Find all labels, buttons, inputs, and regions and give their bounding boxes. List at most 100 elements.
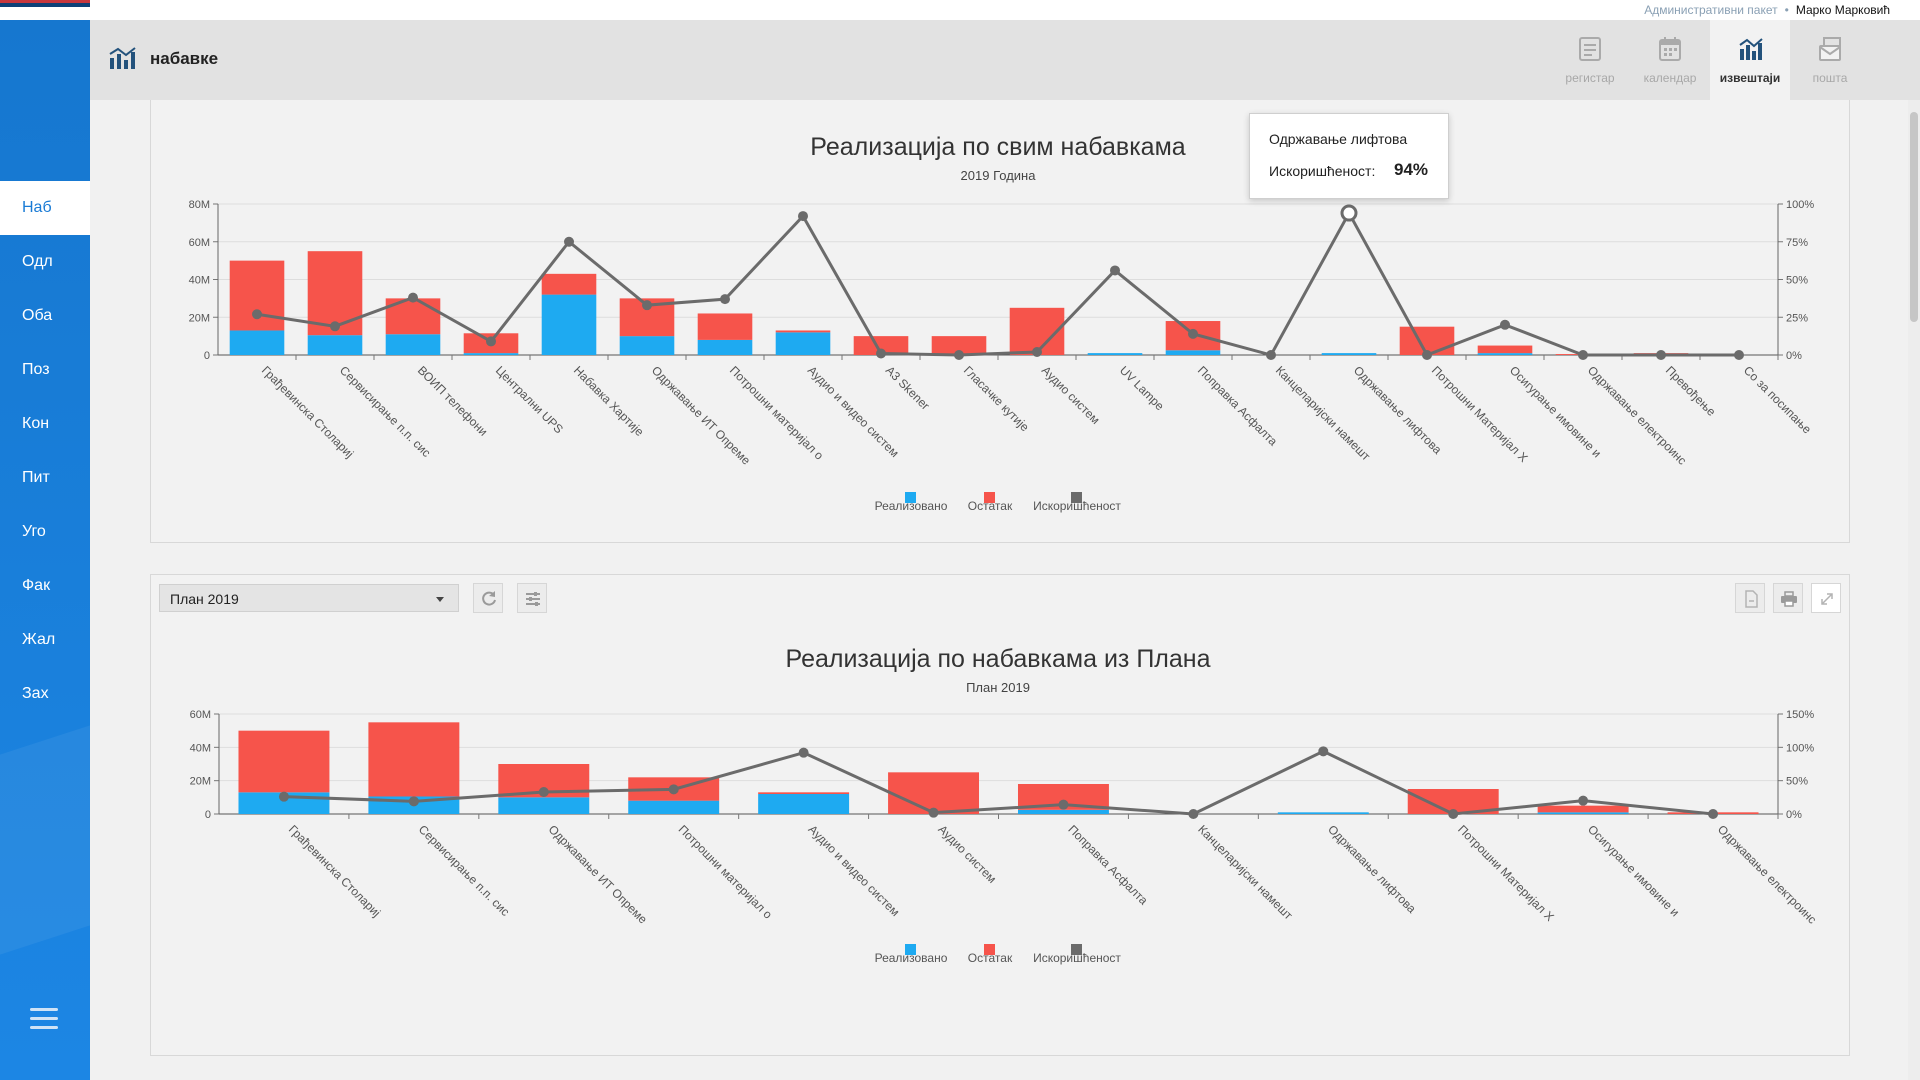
sidebar-item[interactable]: Уго [22,523,46,540]
y-right-tick-label: 75% [1786,237,1808,249]
bar-realized [1087,353,1143,355]
bar-remainder [368,722,460,797]
x-tick-label: Одржавање лифтова [1351,363,1445,457]
scrollbar[interactable] [1908,100,1920,1080]
utilization-point [1188,328,1198,339]
utilization-point [1656,350,1666,360]
flag-band [0,6,90,10]
utilization-point [876,348,886,359]
tab-calendar[interactable]: календар [1630,20,1710,100]
legend-label: Искоришћеност [1033,951,1121,965]
x-tick-label: Осигурање имовине и [1585,822,1682,919]
utilization-point [1422,350,1432,360]
expand-icon [1821,593,1833,605]
sidebar-item[interactable]: Одл [22,253,53,270]
bar-remainder [238,730,330,793]
bar-remainder [758,792,850,794]
tab-reports-label: извештаји [1719,71,1781,85]
bar-realized [775,332,831,355]
tab-register[interactable]: регистар [1550,20,1630,100]
chart-title: Реализација по свим набавкама [810,133,1185,161]
y-left-tick-label: 60M [189,237,210,249]
utilization-point [1708,809,1719,819]
scrollbar-thumb[interactable] [1910,112,1918,322]
utilization-point [1266,350,1276,360]
pdf-icon [1745,590,1758,608]
utilization-line [256,209,1739,357]
separator-dot: • [1784,3,1789,17]
admin-package-link[interactable]: Административни пакет [1644,3,1778,17]
tab-mail[interactable]: пошта [1790,20,1870,100]
x-tick-label: UV Lampe [1117,363,1167,413]
print-button[interactable] [1773,583,1803,613]
plan-select[interactable]: План 2019 [159,584,459,612]
bar-realized [1537,812,1629,814]
sidebar-item[interactable]: Зах [22,685,49,702]
user-name[interactable]: Марко Марковић [1795,3,1890,17]
legend-swatch [1071,944,1082,955]
legend-swatch [905,492,916,503]
legend-swatch [905,944,916,955]
main-content: Реализација по свим набавкама 2019 Година… [90,100,1910,1080]
x-tick-label: Одржавање електроинс [1715,822,1819,926]
bar-realized [541,294,597,355]
sidebar-item[interactable]: Оба [22,307,53,324]
utilization-point [408,796,419,807]
legend-label: Остатак [968,951,1013,965]
x-tick-label: Сервисирање п.п. сис [416,822,513,919]
y-right-tick-label: 0% [1786,809,1802,821]
bar-realized [229,330,285,355]
x-tick-label: Гласачке кутије [961,363,1032,434]
utilization-point [252,309,262,320]
chart-icon [108,46,138,75]
legend-label: Остатак [968,499,1013,513]
print-icon [1781,591,1797,607]
chart-all-procurements: Реализација по свим набавкама 2019 Година… [189,133,1815,513]
utilization-point [954,350,964,360]
bar-realized [1321,353,1377,355]
y-right-tick-label: 150% [1786,709,1814,721]
register-icon [1579,37,1601,61]
sidebar-item[interactable]: Поз [22,361,50,378]
tooltip-title: Одржавање лифтова [1269,131,1408,147]
legend-swatch [984,492,995,503]
tab-mail-label: пошта [1812,71,1848,85]
utilization-point [1734,350,1744,360]
tab-register-label: регистар [1565,71,1615,85]
top-strip: Административни пакет • Марко Марковић [0,0,1920,20]
sidebar-item[interactable]: Пит [22,469,50,486]
settings-button[interactable] [517,583,547,613]
sidebar-item[interactable]: Кон [22,415,50,432]
x-tick-label: Потрошни материјал о [676,822,776,922]
utilization-point-highlighted [1340,204,1358,222]
utilization-point [538,787,549,797]
sidebar-item[interactable]: Фак [22,577,51,594]
menu-icon[interactable] [30,1008,58,1030]
chart-title: Реализација по набавкама из Плана [786,645,1211,673]
bar-remainder [775,330,831,333]
y-left-tick-label: 20M [189,312,210,324]
tab-reports[interactable]: извештаји [1710,20,1790,100]
sidebar-item[interactable]: Наб [0,181,90,235]
bar-remainder [697,313,753,340]
bar-realized [1277,812,1369,814]
flag-band [0,3,90,7]
x-tick-label: Канцеларијски намешт [1195,822,1296,923]
utilization-point [330,321,340,332]
utilization-point [928,807,939,818]
y-right-tick-label: 100% [1786,199,1814,211]
expand-button[interactable] [1811,583,1841,613]
tooltip-label: Искоришћеност: [1269,163,1376,179]
y-left-tick-label: 40M [189,275,210,287]
x-tick-label: Аудио систем [935,822,999,886]
pdf-button[interactable] [1735,583,1765,613]
sidebar-decoration [0,718,90,962]
bar-remainder [853,336,909,355]
bar-remainder [888,772,980,814]
utilization-point [1448,809,1459,819]
y-left-tick-label: 80M [189,199,210,211]
sidebar-item[interactable]: Жал [22,631,56,648]
chart-icon [1739,38,1763,60]
refresh-button[interactable] [473,583,503,613]
bar-realized [1165,350,1221,355]
